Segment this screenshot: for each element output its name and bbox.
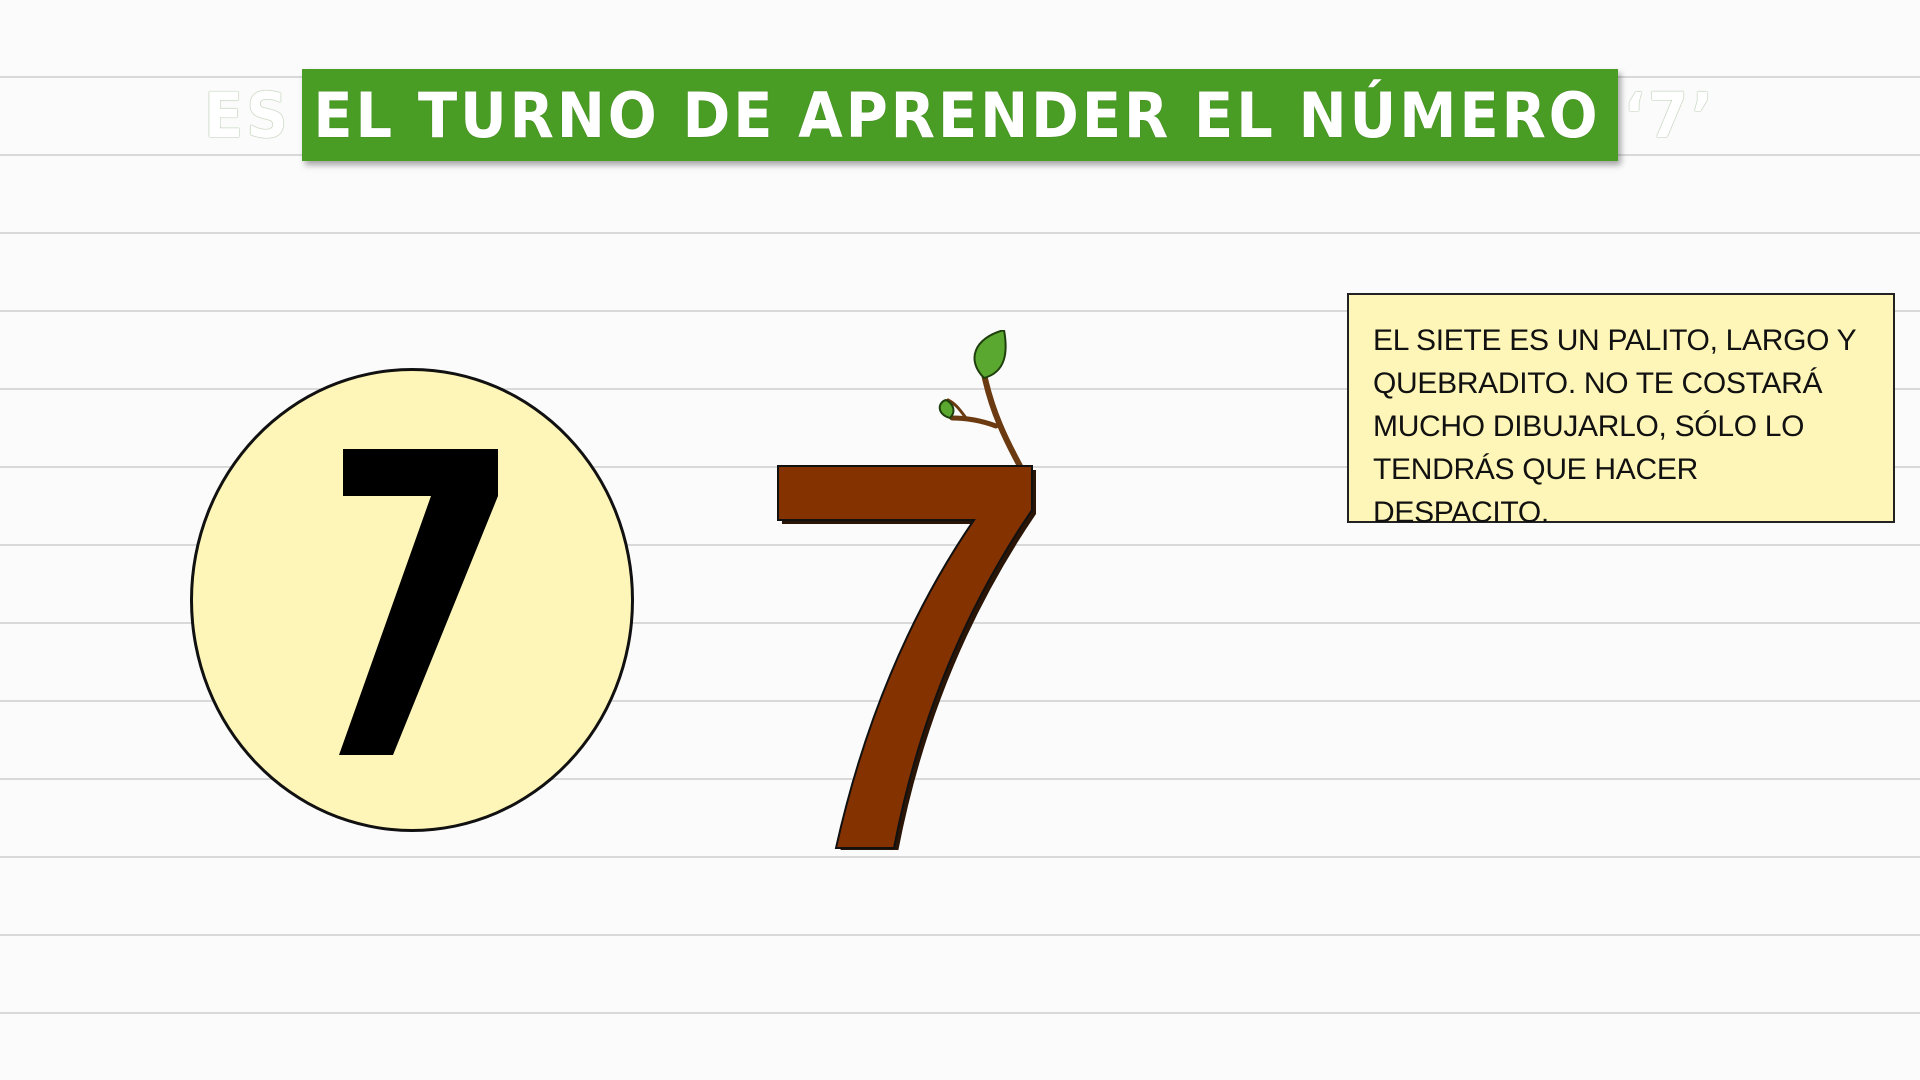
- description-box: EL SIETE ES UN PALITO, LARGO Y QUEBRADIT…: [1347, 293, 1895, 529]
- page-title: ES EL TURNO DE APRENDER EL NÚMERO ‘7’: [204, 78, 1716, 152]
- title-banner: ES EL TURNO DE APRENDER EL NÚMERO ‘7’: [204, 69, 1713, 161]
- tree-branch-seven-icon: [770, 328, 1050, 854]
- digit-circle: [190, 368, 634, 832]
- description-text: EL SIETE ES UN PALITO, LARGO Y QUEBRADIT…: [1373, 324, 1856, 529]
- number-seven-icon: [339, 449, 498, 755]
